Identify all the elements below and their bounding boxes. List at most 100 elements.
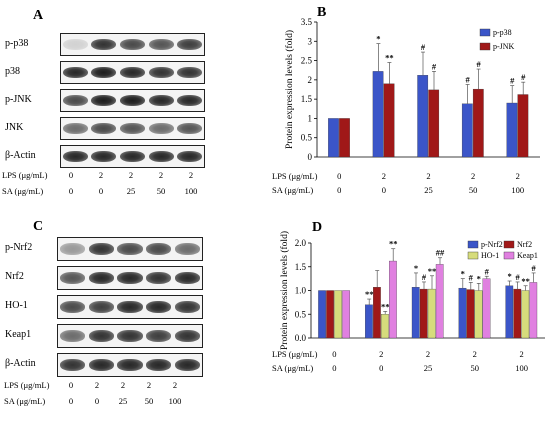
blot-image bbox=[57, 237, 203, 261]
treatment-value: 2 bbox=[516, 171, 520, 181]
bar bbox=[461, 103, 473, 158]
significance-mark: ** bbox=[428, 266, 437, 276]
blot-band bbox=[146, 271, 172, 285]
blot-image bbox=[60, 145, 205, 168]
chart-b: B 0 0.5 1 1.5 2 2.5 3 3.5 Protein expression leve… bbox=[272, 5, 540, 195]
blot-band bbox=[59, 358, 85, 372]
bar bbox=[474, 290, 483, 339]
treatment-label: LPS (μg/mL) bbox=[2, 170, 48, 180]
bar bbox=[318, 290, 326, 339]
blot-band bbox=[174, 242, 201, 256]
treatment-value: 0 bbox=[337, 171, 341, 181]
blot-band bbox=[88, 242, 114, 256]
treatment-value: 25 bbox=[424, 185, 433, 195]
legend-label: p-Nrf2 bbox=[481, 240, 503, 249]
blot-band bbox=[117, 271, 143, 285]
significance-mark: * bbox=[477, 273, 481, 283]
blot-band bbox=[88, 358, 114, 372]
blot-image bbox=[57, 266, 203, 290]
blot-band bbox=[59, 271, 85, 285]
blot-band bbox=[117, 300, 143, 314]
blot-band bbox=[177, 38, 203, 51]
blot-label: Nrf2 bbox=[5, 271, 24, 282]
panel-b: B 0 0.5 1 1.5 2 2.5 3 3.5 Protein expression leve… bbox=[270, 0, 550, 215]
panel-letter: D bbox=[312, 220, 322, 235]
significance-mark: * bbox=[461, 269, 465, 279]
significance-mark: ** bbox=[365, 289, 374, 299]
y-tick-label: 1 bbox=[308, 113, 313, 123]
blot-band bbox=[146, 242, 172, 256]
legend-label: HO-1 bbox=[481, 251, 499, 260]
treatment-value: 2 bbox=[379, 349, 383, 359]
treatment-value: 2 bbox=[120, 380, 126, 390]
significance-mark: # bbox=[485, 266, 490, 276]
significance-mark: * bbox=[414, 263, 418, 273]
panel-letter-a: A bbox=[33, 8, 44, 23]
significance-mark: ** bbox=[385, 53, 394, 63]
treatment-value: 25 bbox=[126, 186, 136, 196]
blot-band bbox=[117, 358, 143, 372]
significance-mark: # bbox=[531, 263, 536, 273]
treatment-label: SA (μg/mL) bbox=[272, 363, 313, 373]
legend-label: p-p38 bbox=[493, 28, 512, 37]
legend-swatch bbox=[479, 28, 491, 37]
blot-label: β-Actin bbox=[5, 358, 36, 369]
treatment-value: 2 bbox=[471, 171, 475, 181]
blot-label: Keap1 bbox=[5, 329, 32, 340]
blot-band bbox=[62, 38, 88, 51]
bar bbox=[472, 88, 484, 158]
treatment-value: 2 bbox=[188, 170, 194, 180]
blot-band bbox=[88, 300, 114, 314]
bar bbox=[339, 118, 350, 158]
y-tick-label: 2.5 bbox=[301, 56, 313, 66]
bar bbox=[326, 290, 334, 339]
blot-band bbox=[88, 271, 114, 285]
significance-mark: ## bbox=[436, 248, 445, 258]
blot-band bbox=[174, 271, 201, 285]
bar bbox=[428, 89, 440, 158]
legend-swatch bbox=[503, 251, 515, 260]
bar bbox=[328, 118, 339, 158]
blot-band bbox=[119, 122, 145, 135]
treatment-value: 0 bbox=[68, 396, 74, 406]
panel-letter-c: C bbox=[33, 219, 44, 234]
treatment-value: 0 bbox=[382, 185, 386, 195]
blot-label: HO-1 bbox=[5, 300, 28, 311]
blot-band bbox=[117, 329, 143, 343]
significance-mark: # bbox=[515, 272, 520, 282]
treatment-value: 0 bbox=[68, 170, 74, 180]
treatment-value: 25 bbox=[118, 396, 128, 406]
panel-d: D 0.0 0.5 1.0 1.5 2.0 Protein expression level… bbox=[270, 215, 550, 416]
treatment-value: 2 bbox=[426, 349, 430, 359]
significance-mark: ** bbox=[381, 301, 390, 311]
bar bbox=[389, 260, 397, 339]
blot-band bbox=[62, 122, 88, 135]
bar bbox=[506, 102, 518, 158]
bar bbox=[417, 75, 429, 158]
blot-image bbox=[57, 295, 203, 319]
treatment-value: 2 bbox=[172, 380, 178, 390]
blot-label: JNK bbox=[5, 122, 24, 133]
significance-mark: ** bbox=[389, 239, 398, 249]
bar bbox=[419, 288, 428, 339]
treatment-value: 50 bbox=[471, 363, 480, 373]
y-tick-label: 0.5 bbox=[301, 133, 313, 143]
bar bbox=[521, 290, 530, 339]
blot-band bbox=[119, 150, 145, 163]
blot-band bbox=[119, 66, 145, 79]
treatment-label: LPS (μg/mL) bbox=[272, 349, 318, 359]
treatment-value: 2 bbox=[146, 380, 152, 390]
y-axis-label: Protein expression levels (fold) bbox=[284, 30, 295, 149]
blot-band bbox=[148, 38, 174, 51]
treatment-value: 100 bbox=[511, 185, 524, 195]
bar bbox=[466, 289, 475, 339]
blot-band bbox=[59, 300, 85, 314]
bar bbox=[482, 278, 491, 339]
blot-band bbox=[62, 94, 88, 107]
blot-band bbox=[59, 242, 85, 256]
blot-band bbox=[177, 150, 203, 163]
blot-band bbox=[148, 122, 174, 135]
blot-image bbox=[60, 117, 205, 140]
blot-band bbox=[91, 150, 117, 163]
bar bbox=[383, 83, 395, 158]
